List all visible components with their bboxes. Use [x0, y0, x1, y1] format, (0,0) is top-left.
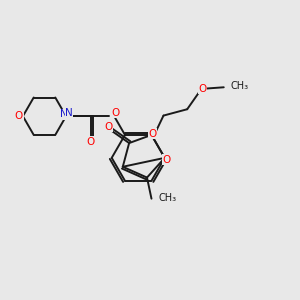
Text: N: N — [60, 109, 68, 119]
Text: O: O — [104, 122, 112, 132]
Text: CH₃: CH₃ — [158, 193, 176, 203]
Text: O: O — [15, 111, 23, 121]
Text: N: N — [65, 108, 73, 118]
Text: O: O — [86, 137, 95, 147]
Text: O: O — [148, 129, 157, 139]
Text: O: O — [162, 154, 171, 165]
Text: CH₃: CH₃ — [230, 81, 248, 91]
Text: O: O — [198, 84, 207, 94]
Text: O: O — [111, 108, 119, 118]
